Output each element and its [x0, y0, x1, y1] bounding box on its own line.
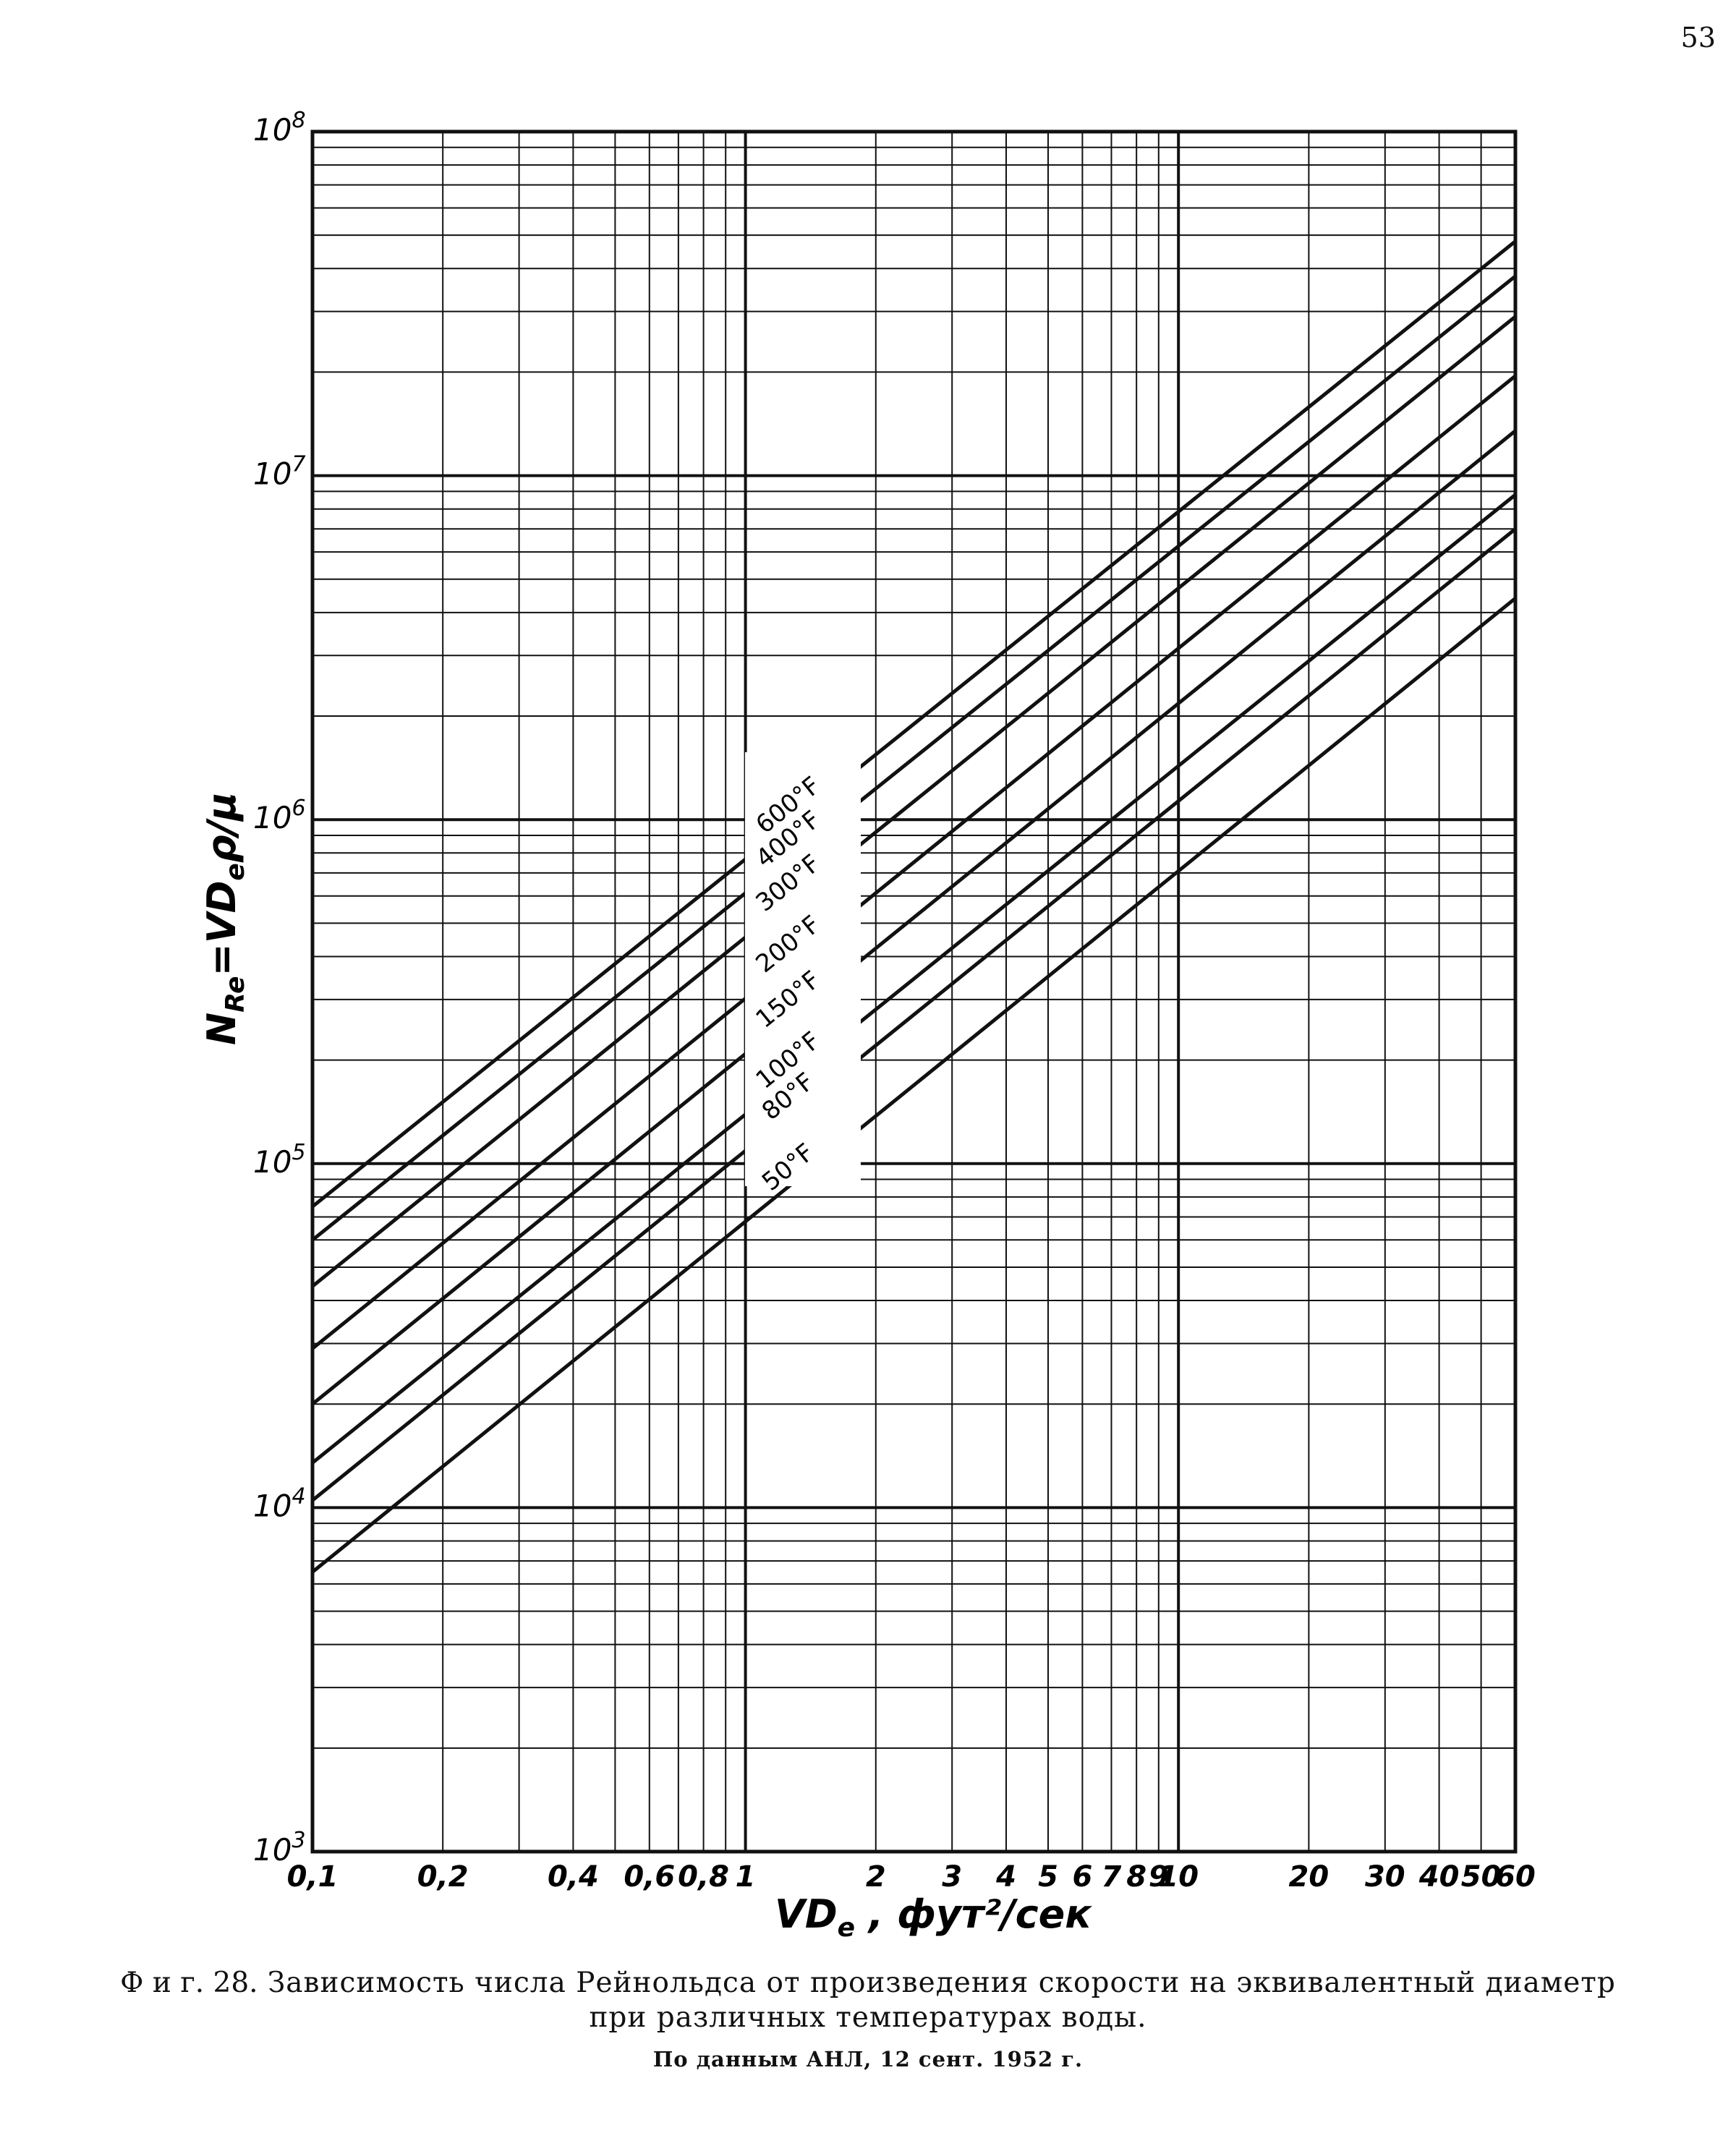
x-tick-label: 0,8 [678, 1860, 729, 1894]
y-tick-label: 103 [253, 1828, 306, 1868]
series-label-band [745, 752, 861, 1186]
series-line-600f [311, 239, 1517, 1209]
x-tick-label: 0,4 [548, 1860, 599, 1894]
series-lines [311, 239, 1517, 1574]
series-line-100f [311, 493, 1517, 1465]
major-gridlines [312, 132, 1515, 1852]
caption-figure-label: Ф и г. 28. [120, 1967, 258, 1999]
y-tick-exponent: 4 [292, 1483, 305, 1509]
y-tick-label: 104 [253, 1483, 306, 1523]
y-label-part: =VD [199, 881, 244, 976]
x-tick-label: 50 [1461, 1860, 1502, 1894]
x-axis-label: VDe , фут²/сек [775, 1891, 1092, 1943]
series-line-150f [311, 429, 1517, 1406]
y-tick-label: 108 [253, 108, 306, 148]
x-tick-label: 3 [942, 1860, 962, 1894]
caption-text-1: Зависимость числа Рейнольдса от произвед… [267, 1967, 1616, 1999]
y-tick-label: 106 [253, 796, 306, 835]
caption-line-1: Ф и г. 28. Зависимость числа Рейнольдса … [0, 1966, 1736, 2001]
y-axis-label: NRe=VDeρ/μ [199, 792, 250, 1045]
x-tick-label: 60 [1495, 1860, 1536, 1894]
y-tick-base: 10 [253, 112, 292, 148]
x-tick-label: 0,1 [287, 1860, 339, 1894]
x-tick-label: 0,2 [417, 1860, 469, 1894]
x-tick-label: 0,6 [624, 1860, 675, 1894]
y-tick-base: 10 [253, 800, 292, 835]
y-tick-base: 10 [253, 1488, 292, 1523]
x-tick-label: 7 [1102, 1860, 1122, 1894]
series-line-400f [311, 274, 1517, 1242]
x-tick-label: 8 [1126, 1860, 1146, 1894]
series-line-200f [311, 374, 1517, 1350]
y-tick-exponent: 6 [292, 796, 305, 821]
series-line-80f [311, 527, 1517, 1502]
x-tick-label: 20 [1289, 1860, 1329, 1894]
y-label-subscript: Re [221, 976, 250, 1012]
y-tick-base: 10 [253, 1832, 292, 1868]
y-label-part: N [199, 1013, 244, 1045]
y-label-subscript: e [221, 863, 250, 880]
series-line-300f [311, 315, 1517, 1288]
x-tick-label: 5 [1038, 1860, 1058, 1894]
y-tick-base: 10 [253, 1144, 292, 1180]
x-tick-label: 10 [1158, 1860, 1199, 1894]
x-label-subscript: e [838, 1913, 855, 1943]
x-tick-label: 6 [1072, 1860, 1092, 1894]
y-tick-exponent: 5 [292, 1140, 305, 1165]
caption-line-2: при различных температурах воды. [589, 2001, 1147, 2034]
label-background [745, 752, 861, 1186]
x-tick-label: 4 [995, 1860, 1016, 1894]
x-tick-label: 9 [1149, 1860, 1169, 1894]
y-tick-label: 107 [253, 452, 306, 492]
x-label-part: , фут²/сек [855, 1891, 1092, 1937]
y-tick-base: 10 [253, 456, 292, 492]
x-tick-label: 2 [866, 1860, 886, 1894]
x-label-part: VD [775, 1891, 838, 1937]
y-tick-exponent: 7 [292, 452, 305, 477]
x-tick-label: 40 [1418, 1860, 1460, 1894]
x-tick-label: 1 [736, 1860, 756, 1894]
y-tick-label: 105 [253, 1140, 306, 1180]
caption-source: По данным АНЛ, 12 сент. 1952 г. [652, 2047, 1084, 2072]
y-label-part: ρ/μ [199, 792, 244, 863]
figure-caption: Ф и г. 28. Зависимость числа Рейнольдса … [0, 1966, 1736, 2035]
page-number: 53 [1680, 22, 1716, 54]
minor-gridlines [312, 132, 1515, 1852]
series-line-50f [311, 597, 1517, 1574]
y-tick-exponent: 3 [292, 1828, 305, 1853]
x-tick-label: 30 [1365, 1860, 1405, 1894]
y-tick-exponent: 8 [292, 108, 305, 133]
plot-frame [310, 129, 1518, 1854]
